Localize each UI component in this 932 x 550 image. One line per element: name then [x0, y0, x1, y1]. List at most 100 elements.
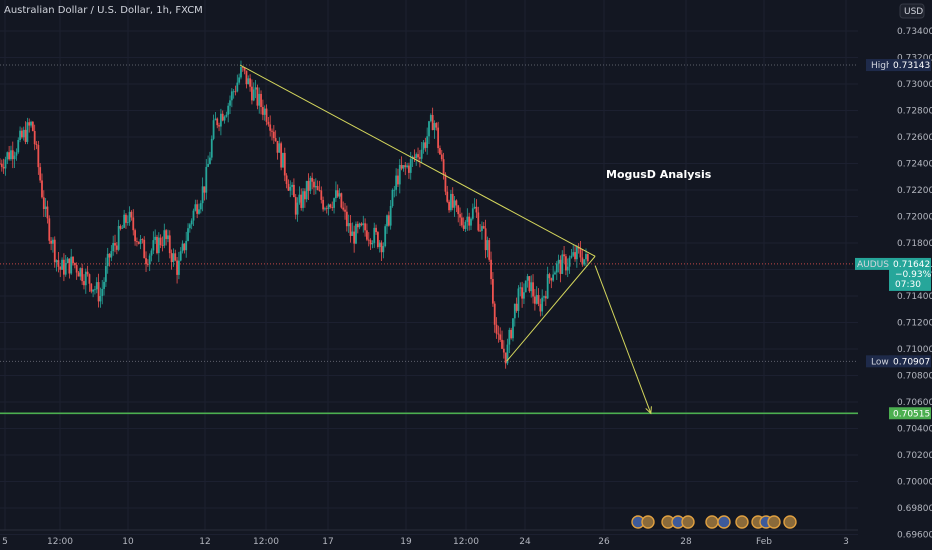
candle-body	[508, 329, 511, 345]
candle-body	[103, 281, 105, 289]
candle-body	[397, 175, 399, 185]
candle-body	[398, 164, 401, 185]
candle-body	[506, 344, 509, 364]
candle-body	[344, 209, 346, 212]
candle-body	[198, 209, 200, 214]
candle-body	[482, 226, 485, 229]
support-tag-value: 0.70515	[893, 409, 930, 419]
candle-body	[561, 254, 564, 274]
time-tick-label: 28	[680, 537, 692, 547]
candle-body	[554, 272, 556, 275]
candle-body	[302, 191, 304, 208]
candle-body	[57, 260, 60, 267]
candle-body	[0, 163, 1, 165]
candle-body	[88, 274, 91, 284]
candle-body	[35, 144, 38, 146]
candle-body	[139, 239, 142, 244]
candle-body	[568, 257, 571, 267]
grid	[0, 0, 858, 535]
candle-body	[400, 164, 403, 169]
candle-body	[501, 339, 503, 349]
candle-body	[68, 258, 71, 274]
price-tick-label: 0.69600	[897, 531, 932, 541]
candle-body	[95, 282, 98, 290]
economic-event-flag-icon[interactable]	[641, 515, 655, 529]
candle-body	[384, 226, 387, 247]
economic-event-flag-icon[interactable]	[717, 515, 731, 529]
candle-body	[168, 235, 171, 254]
candle-body	[300, 194, 303, 208]
candle-body	[130, 211, 133, 218]
economic-events[interactable]	[631, 515, 797, 529]
candle-body	[393, 189, 396, 191]
candle-body	[380, 242, 383, 253]
candle-body	[269, 124, 272, 131]
candle-body	[21, 130, 23, 138]
candle-body	[156, 236, 158, 254]
candle-body	[190, 220, 193, 225]
currency-button[interactable]: USD	[899, 3, 925, 19]
candle-body	[115, 245, 118, 250]
candle-body	[513, 303, 516, 319]
candle-body	[245, 70, 248, 85]
candle-body	[289, 186, 292, 191]
candle-body	[367, 239, 370, 241]
economic-event-flag-icon[interactable]	[705, 515, 719, 529]
candle-body	[555, 263, 558, 273]
economic-event-flag-icon[interactable]	[767, 515, 781, 529]
price-tick-label: 0.70800	[897, 372, 932, 382]
time-tick-label: 12:00	[47, 537, 73, 547]
candle-body	[201, 186, 204, 204]
price-tick-label: 0.73200	[897, 54, 932, 64]
time-tick-label: 17	[322, 537, 333, 547]
candle-body	[179, 251, 182, 261]
economic-event-flag-icon[interactable]	[735, 515, 749, 529]
candle-body	[535, 295, 538, 304]
candle-body	[236, 82, 239, 92]
candle-body	[322, 199, 325, 210]
candle-body	[431, 115, 434, 131]
candle-body	[17, 139, 20, 153]
candle-body	[97, 282, 100, 302]
candle-body	[491, 279, 494, 304]
price-tick-label: 0.71000	[897, 345, 932, 355]
candle-body	[79, 268, 82, 277]
candle-body	[274, 138, 277, 141]
candle-body	[358, 223, 361, 228]
candle-body	[188, 224, 191, 229]
candle-body	[90, 283, 93, 292]
candle-body	[61, 259, 63, 270]
candle-body	[209, 157, 211, 165]
candle-body	[8, 152, 11, 160]
candle-body	[227, 105, 230, 115]
candle-body	[59, 266, 62, 270]
candle-body	[134, 230, 136, 242]
candle-body	[72, 256, 74, 264]
economic-event-flag-icon[interactable]	[783, 515, 797, 529]
candle-body	[519, 287, 522, 289]
candle-body	[172, 253, 175, 263]
candle-body	[356, 223, 359, 228]
drawings[interactable]	[239, 64, 652, 415]
time-axis[interactable]: 5 12:00 10 12 12:00 17 19 12:00 24 26 28 Feb 3	[0, 529, 858, 547]
candle-body	[185, 240, 188, 251]
candle-body	[417, 154, 419, 158]
candle-body	[260, 93, 262, 108]
economic-event-flag-icon[interactable]	[681, 515, 695, 529]
candle-body	[444, 174, 447, 192]
candle-body	[249, 78, 251, 87]
candle-body	[150, 250, 153, 256]
candle-body	[252, 89, 255, 101]
candle-body	[223, 116, 226, 121]
candle-body	[75, 265, 78, 273]
candle-body	[192, 210, 195, 221]
high-tag-value-bg	[889, 59, 931, 72]
candle-body	[565, 256, 567, 271]
candle-body	[382, 246, 385, 253]
candle-body	[517, 288, 520, 311]
candle-body	[424, 142, 427, 148]
candle-body	[572, 252, 575, 256]
candle-body	[314, 186, 317, 188]
